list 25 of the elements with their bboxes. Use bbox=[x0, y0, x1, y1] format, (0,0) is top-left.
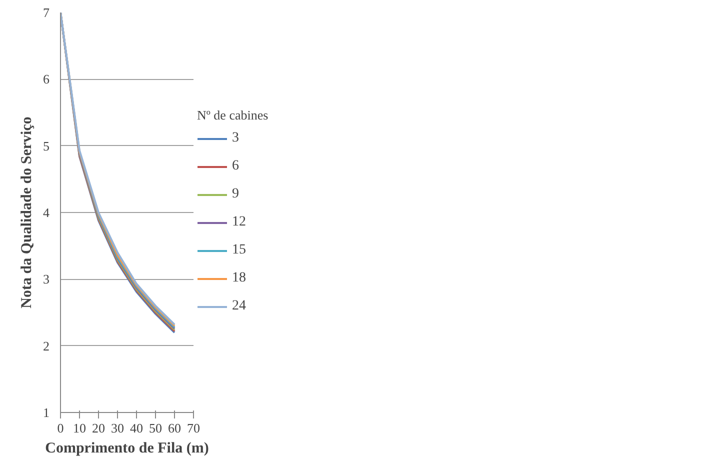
y-tick-label: 6 bbox=[43, 72, 50, 87]
y-tick-label: 5 bbox=[43, 138, 50, 154]
x-tick-label: 60 bbox=[168, 420, 181, 436]
y-tick-label: 1 bbox=[43, 405, 50, 420]
y-axis-title: Nota da Qualidade do Serviço bbox=[19, 116, 35, 308]
y-tick-label: 2 bbox=[43, 338, 50, 354]
legend-label: 15 bbox=[232, 242, 247, 258]
x-tick-label: 0 bbox=[57, 420, 64, 436]
legend-label: 3 bbox=[232, 130, 240, 146]
y-tick-label: 3 bbox=[43, 272, 50, 287]
x-tick-label: 70 bbox=[187, 420, 200, 436]
legend-label: 9 bbox=[232, 186, 240, 202]
x-tick-label: 20 bbox=[92, 420, 105, 436]
x-axis-title: Comprimento de Fila (m) bbox=[45, 440, 209, 456]
legend-label: 12 bbox=[232, 214, 247, 230]
x-tick-label: 10 bbox=[73, 420, 86, 436]
legend-label: 18 bbox=[232, 270, 247, 286]
x-tick-label: 40 bbox=[130, 420, 143, 436]
y-tick-label: 4 bbox=[43, 205, 50, 220]
legend-title: Nº de cabines bbox=[197, 108, 268, 124]
y-tick-label: 7 bbox=[43, 5, 50, 20]
legend-label: 24 bbox=[232, 298, 247, 314]
x-tick-label: 50 bbox=[149, 420, 162, 436]
legend-label: 6 bbox=[232, 158, 240, 174]
x-tick-label: 30 bbox=[111, 420, 124, 436]
